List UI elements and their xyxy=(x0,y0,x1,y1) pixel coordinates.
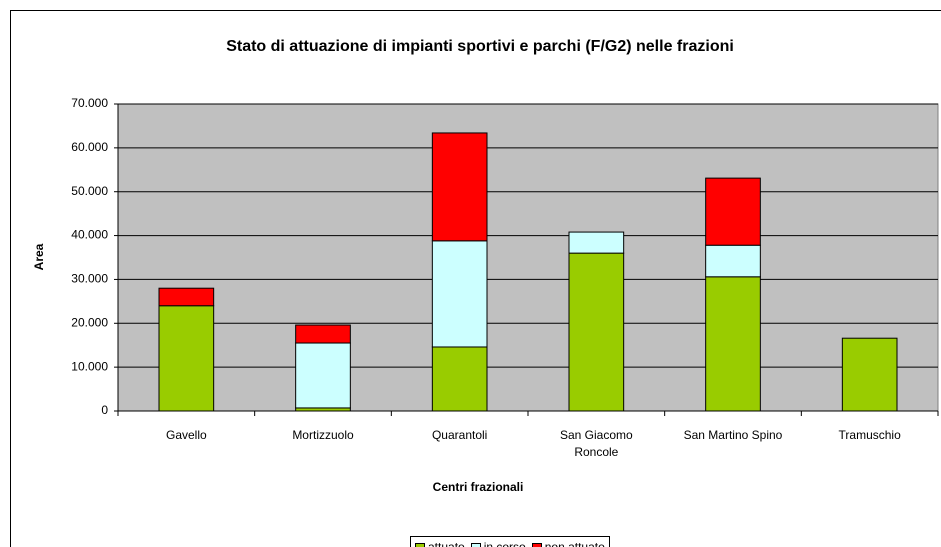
legend-swatch xyxy=(531,542,542,547)
bar-segment xyxy=(841,337,898,412)
bar-segment xyxy=(431,132,488,242)
y-tick-label: 0 xyxy=(101,403,108,417)
bar-segment xyxy=(705,276,761,412)
legend-label: non attuato xyxy=(544,540,605,547)
x-tick-label: Tramuschio xyxy=(838,428,901,442)
y-tick-label: 40.000 xyxy=(71,228,108,242)
x-tick-label: Gavello xyxy=(165,428,207,442)
bar-segment xyxy=(568,252,625,412)
y-tick-label: 30.000 xyxy=(71,272,108,286)
bar-segment xyxy=(431,346,488,412)
x-axis-title: Centri frazionali xyxy=(433,480,524,494)
bar-segment xyxy=(705,244,761,278)
legend-item: attuato xyxy=(415,540,465,547)
legend-label: in corso xyxy=(483,540,526,547)
legend-item: non attuato xyxy=(531,540,605,547)
y-tick-label: 70.000 xyxy=(71,96,108,110)
legend-item: in corso xyxy=(470,540,526,547)
y-axis-title: Area xyxy=(32,243,46,270)
legend: attuato in corso non attuato xyxy=(410,536,610,547)
y-tick-label: 50.000 xyxy=(71,184,108,198)
bar-segment xyxy=(705,177,761,246)
x-tick-label: San Giacomo Roncole xyxy=(559,428,633,459)
legend-label: attuato xyxy=(428,540,465,547)
x-tick-label: San Martino Spino xyxy=(683,428,783,442)
legend-swatch xyxy=(415,542,425,547)
bar-segment xyxy=(431,240,488,348)
x-tick-label: Quarantoli xyxy=(431,428,488,442)
legend-swatch xyxy=(470,542,481,547)
bar-segment xyxy=(295,324,351,344)
plot-area xyxy=(117,103,939,412)
y-tick-label: 20.000 xyxy=(71,315,108,329)
bar-segment xyxy=(158,305,215,412)
bar-segment xyxy=(295,342,351,409)
bar-segment xyxy=(158,287,215,307)
chart-title: Stato di attuazione di impianti sportivi… xyxy=(226,38,734,55)
bar-segment xyxy=(568,231,625,254)
y-tick-label: 10.000 xyxy=(71,359,108,373)
x-tick-label: Mortizzuolo xyxy=(292,428,354,442)
y-tick-label: 60.000 xyxy=(71,140,108,154)
